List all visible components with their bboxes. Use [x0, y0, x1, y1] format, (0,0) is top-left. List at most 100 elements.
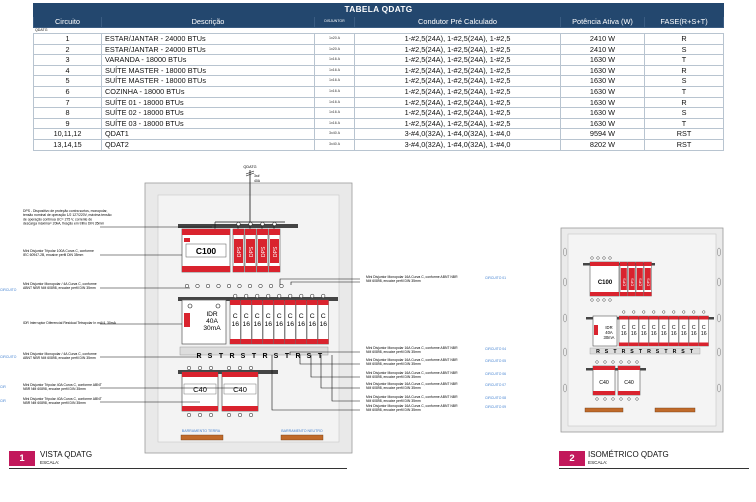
main-breaker-label: C100 [196, 246, 217, 256]
phase-letter: T [318, 353, 323, 360]
right-circuit-tag: CIRCUITO 04 [485, 347, 506, 351]
right-note: Mini Disjuntor Monopolar 16A Curva C, co… [366, 395, 506, 403]
iso-phase-letter: T [639, 349, 643, 355]
idr-device: IDR 40A 30mA [181, 299, 227, 345]
bottom-breaker-2: C40 [221, 371, 259, 412]
iso-terminal [662, 310, 666, 314]
iso-row2-breaker-label: C [632, 325, 636, 331]
iso-dps-label: DPS [631, 278, 635, 286]
row2-terminal [255, 293, 260, 299]
row2-breaker-rating: 16 [264, 321, 272, 328]
iso-row-2: IDR 40A 30mA C16C16C16C16C16C16C16C16C16… [586, 310, 714, 401]
bottom-terminals [186, 365, 254, 418]
iso-idr-label-1: IDR [605, 325, 612, 330]
iso-bottom-breaker-2: C40 [617, 365, 641, 396]
row2-breaker-rating: 16 [275, 321, 283, 328]
row2-terminal [244, 293, 249, 299]
row2-breaker-rating: 16 [286, 321, 294, 328]
iso-row2-breaker-rating: 16 [641, 331, 647, 337]
right-note: Mini Disjuntor Monopolar 16A Curva C, co… [366, 346, 506, 354]
phase-letter: T [219, 353, 224, 360]
iso-terminal [702, 310, 706, 314]
right-circuit-tag: CIRCUITO 01 [485, 276, 506, 280]
row2-breaker-label: C [299, 313, 304, 320]
iso-terminal [608, 298, 612, 302]
iso-terminal [622, 310, 626, 314]
caption-1-rule [9, 468, 347, 469]
table-row: 8 SUÍTE 02 - 18000 BTUs 1x16 A 1-#2,5(24A),… [33, 107, 725, 119]
iso-row2-breaker-rating: 16 [681, 331, 687, 337]
row2-terminal [310, 293, 315, 299]
note-tripolar-1: Mini Disjuntor Tripolar 40A Curva C, con… [23, 383, 102, 391]
right-note-line2: NM 60898, encaixe perfil DIN 35mm [366, 408, 421, 412]
right-note: Mini Disjuntor Monopolar 16A Curva C, co… [366, 275, 506, 283]
dps-module: DPS [256, 221, 269, 273]
note-tripolar-2: Mini Disjuntor Tripolar 40A Curva C, con… [23, 397, 102, 405]
bottom-breaker-1: C40 [181, 371, 219, 412]
phase-letter: R [196, 353, 201, 360]
iso-phase-letter: R [596, 349, 600, 355]
iso-row2-breaker: C16 [638, 310, 649, 347]
iso-bottom-breaker-1: C40 [592, 365, 616, 396]
row2-terminal [288, 293, 293, 299]
dps-terminal [272, 221, 277, 227]
row1-bottom-terminal [268, 283, 274, 289]
dps-module: DPS [268, 221, 281, 273]
iso-terminal [682, 310, 686, 314]
iso-phase-letter: R [673, 349, 677, 355]
table-row: 3 VARANDA - 18000 BTUs 1x16 A 1-#2,5(24A), … [33, 54, 725, 66]
qdatg-table: TABELA QDATG Circuito Descrição DISJUNTO… [32, 3, 725, 151]
iso-row2-breaker-label: C [642, 325, 646, 331]
iso-terminal [672, 310, 676, 314]
phase-letter: R [262, 353, 267, 360]
iso-terminal [602, 256, 606, 260]
right-note-line2: NM 60898, encaixe perfil DIN 35mm [366, 399, 421, 403]
row2-terminal [266, 293, 271, 299]
dps-terminal [248, 221, 253, 227]
iso-bottom-breaker-1-label: C40 [599, 380, 609, 386]
feeder-top: QDATG 3x# 40A [243, 165, 261, 222]
right-note-line2: NM 60898, encaixe perfil DIN 35mm [366, 350, 421, 354]
dps-terminal [260, 221, 265, 227]
right-note: Mini Disjuntor Monopolar 16A Curva C, co… [366, 358, 506, 366]
iso-row2-breaker: C16 [678, 310, 689, 347]
iso-terminal [608, 256, 612, 260]
caption-2-title: ISOMÉTRICO QDATG [588, 450, 669, 459]
iso-terminal [596, 256, 600, 260]
dps-label: DPS [249, 246, 255, 257]
iso-phase-letter: S [630, 349, 634, 355]
iso-terminal [596, 298, 600, 302]
row2-breaker-label: C [277, 313, 282, 320]
cell-fase: RST [643, 138, 725, 151]
iso-row2-breaker-label: C [672, 325, 676, 331]
row2-terminal [321, 293, 326, 299]
bar-neutro-label: BARRAMENTO NEUTRO [281, 429, 323, 433]
row2-breaker: C16 [273, 293, 285, 345]
table-row: 13,14,15 QDAT2 3x40 A 3-#4,0(32A), 1-#4,0(3… [33, 138, 725, 151]
right-note-line1: Mini Disjuntor Monopolar 16A Curva C, co… [366, 382, 458, 386]
header-potencia: Potência Ativa (W) [560, 16, 645, 28]
iso-terminal [590, 298, 594, 302]
iso-row2-breaker-label: C [652, 325, 656, 331]
right-note-line1: Mini Disjuntor Monopolar 16A Curva C, co… [366, 346, 458, 350]
iso-phase-letter: S [656, 349, 660, 355]
note-dps: DPS - Dispositivo de proteção contra sur… [23, 209, 112, 226]
iso-terminal [632, 310, 636, 314]
iso-row2-breaker-label: C [702, 325, 706, 331]
dps-terminal [236, 221, 241, 227]
row1-bottom-terminal [237, 283, 242, 289]
right-note-line1: Mini Disjuntor Monopolar 16A Curva C, co… [366, 371, 458, 375]
iso-row2-breaker: C16 [688, 310, 699, 347]
note-main-breaker: Mini Disjuntor Tripolar 100A Curva C, co… [23, 249, 94, 257]
front-row-1: C100 DPS DPS DPS DPS [178, 221, 298, 273]
iso-terminal [611, 360, 615, 364]
iso-phase-letter: R [622, 349, 626, 355]
iso-terminal [603, 360, 607, 364]
right-note-line2: NM 60898, encaixe perfil DIN 35mm [366, 362, 421, 366]
dps-label: DPS [261, 246, 267, 257]
iso-bottom-breaker-2-label: C40 [624, 380, 634, 386]
front-row-2: IDR 40A 30mA C16C16C16C16C16C16C16C16C16… [178, 283, 338, 360]
table-row: 4 SUÍTE MASTER - 18000 BTUs 1x16 A 1-#2,5(2… [33, 64, 725, 77]
header-descricao: Descrição [101, 16, 315, 28]
